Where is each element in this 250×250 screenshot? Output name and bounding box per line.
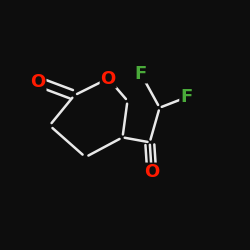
Text: F: F (180, 88, 192, 106)
Text: O: O (30, 73, 46, 91)
Text: F: F (135, 64, 147, 82)
Text: O: O (144, 164, 159, 182)
Text: O: O (100, 70, 116, 87)
